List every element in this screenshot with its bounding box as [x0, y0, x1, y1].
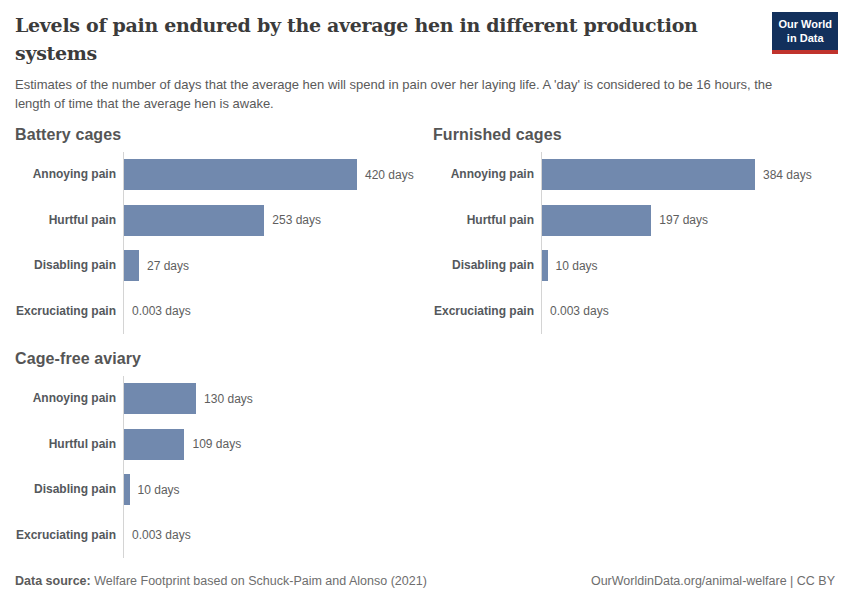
- bar-area: 0.003 days: [123, 513, 417, 559]
- value-label: 109 days: [192, 437, 241, 451]
- chart-page: Levels of pain endured by the average he…: [0, 0, 850, 600]
- bar-row: Hurtful pain 197 days: [433, 198, 835, 244]
- category-label: Annoying pain: [433, 168, 541, 181]
- bar-row: Annoying pain 130 days: [15, 376, 417, 422]
- value-label: 253 days: [272, 213, 321, 227]
- facet-title: Furnished cages: [433, 126, 835, 144]
- bar: [124, 474, 130, 505]
- data-source: Data source: Welfare Footprint based on …: [15, 574, 427, 588]
- category-label: Annoying pain: [15, 168, 123, 181]
- value-label: 130 days: [204, 392, 253, 406]
- value-label: 420 days: [365, 168, 414, 182]
- data-source-text: Welfare Footprint based on Schuck-Paim a…: [94, 574, 427, 588]
- category-label: Hurtful pain: [15, 214, 123, 227]
- bar-row: Hurtful pain 253 days: [15, 198, 417, 244]
- value-label: 27 days: [147, 259, 189, 273]
- category-label: Hurtful pain: [15, 438, 123, 451]
- value-label: 0.003 days: [132, 528, 191, 542]
- bar: [542, 159, 755, 190]
- owid-logo-line1: Our World: [778, 17, 832, 31]
- bar-row: Annoying pain 384 days: [433, 152, 835, 198]
- bar: [124, 205, 264, 236]
- bar-area: 10 days: [541, 243, 835, 289]
- facet-plot: Annoying pain 420 days Hurtful pain 253 day…: [15, 152, 417, 334]
- bar-area: 130 days: [123, 376, 417, 422]
- bar-area: 109 days: [123, 422, 417, 468]
- data-source-label: Data source:: [15, 574, 91, 588]
- value-label: 10 days: [556, 259, 598, 273]
- bar-area: 253 days: [123, 198, 417, 244]
- bar: [124, 383, 196, 414]
- bar-area: 27 days: [123, 243, 417, 289]
- category-label: Annoying pain: [15, 392, 123, 405]
- category-label: Disabling pain: [15, 483, 123, 496]
- facet-cage-free-aviary: Cage-free aviary Annoying pain 130 days Hur…: [15, 350, 417, 558]
- bar: [542, 205, 651, 236]
- chart-subtitle: Estimates of the number of days that the…: [15, 76, 805, 113]
- category-label: Hurtful pain: [433, 214, 541, 227]
- owid-logo: Our World in Data: [772, 12, 838, 54]
- bar-area: 0.003 days: [541, 289, 835, 335]
- bar-area: 384 days: [541, 152, 835, 198]
- value-label: 197 days: [659, 213, 708, 227]
- bar: [542, 250, 548, 281]
- category-label: Disabling pain: [433, 259, 541, 272]
- bar-area: 0.003 days: [123, 289, 417, 335]
- bar: [124, 159, 357, 190]
- facet-plot: Annoying pain 384 days Hurtful pain 197 day…: [433, 152, 835, 334]
- facet-grid: Battery cages Annoying pain 420 days Hurtfu…: [15, 126, 835, 558]
- bar-area: 10 days: [123, 467, 417, 513]
- page-title: Levels of pain endured by the average he…: [15, 12, 725, 67]
- bar-row: Hurtful pain 109 days: [15, 422, 417, 468]
- category-label: Excruciating pain: [15, 529, 123, 542]
- facet-plot: Annoying pain 130 days Hurtful pain 109 day…: [15, 376, 417, 558]
- bar: [124, 429, 184, 460]
- bar: [124, 250, 139, 281]
- bar-row: Excruciating pain 0.003 days: [15, 289, 417, 335]
- bar-row: Excruciating pain 0.003 days: [15, 513, 417, 559]
- facet-furnished-cages: Furnished cages Annoying pain 384 days Hurt…: [433, 126, 835, 334]
- facet-battery-cages: Battery cages Annoying pain 420 days Hurtfu…: [15, 126, 417, 334]
- category-label: Disabling pain: [15, 259, 123, 272]
- bar-area: 420 days: [123, 152, 417, 198]
- value-label: 0.003 days: [132, 304, 191, 318]
- owid-logo-line2: in Data: [778, 31, 832, 45]
- category-label: Excruciating pain: [15, 305, 123, 318]
- bar-row: Disabling pain 10 days: [433, 243, 835, 289]
- bar-row: Annoying pain 420 days: [15, 152, 417, 198]
- bar-row: Disabling pain 10 days: [15, 467, 417, 513]
- chart-header: Levels of pain endured by the average he…: [15, 12, 835, 113]
- category-label: Excruciating pain: [433, 305, 541, 318]
- value-label: 384 days: [763, 168, 812, 182]
- chart-footer: Data source: Welfare Footprint based on …: [15, 574, 835, 588]
- bar-row: Disabling pain 27 days: [15, 243, 417, 289]
- value-label: 0.003 days: [550, 304, 609, 318]
- facet-title: Battery cages: [15, 126, 417, 144]
- facet-title: Cage-free aviary: [15, 350, 417, 368]
- value-label: 10 days: [138, 483, 180, 497]
- title-row: Levels of pain endured by the average he…: [15, 12, 835, 67]
- bar-area: 197 days: [541, 198, 835, 244]
- license-link[interactable]: OurWorldinData.org/animal-welfare | CC B…: [591, 574, 835, 588]
- bar-row: Excruciating pain 0.003 days: [433, 289, 835, 335]
